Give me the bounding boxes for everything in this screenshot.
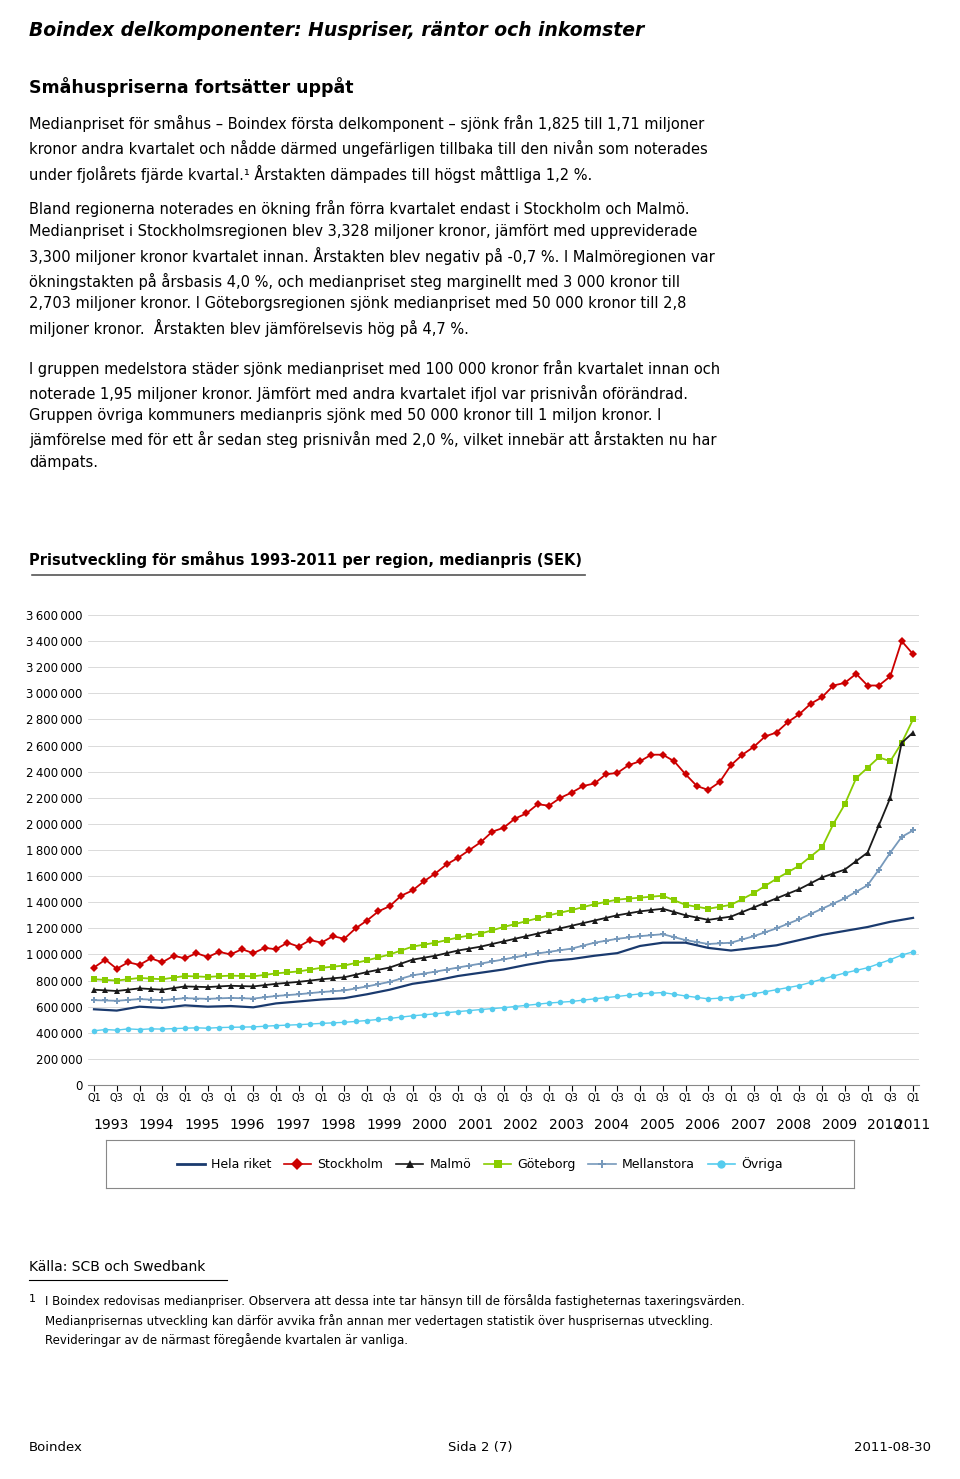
Text: I Boindex redovisas medianpriser. Observera att dessa inte tar hänsyn till de fö: I Boindex redovisas medianpriser. Observ… xyxy=(45,1294,745,1347)
Text: Källa: SCB och Swedbank: Källa: SCB och Swedbank xyxy=(29,1260,205,1273)
Text: Sida 2 (7): Sida 2 (7) xyxy=(447,1441,513,1454)
Text: 2011-08-30: 2011-08-30 xyxy=(854,1441,931,1454)
Text: I gruppen medelstora städer sjönk medianpriset med 100 000 kronor från kvartalet: I gruppen medelstora städer sjönk median… xyxy=(29,359,720,470)
Text: Boindex delkomponenter: Huspriser, räntor och inkomster: Boindex delkomponenter: Huspriser, ränto… xyxy=(29,21,644,40)
Text: Medianpriset för småhus – Boindex första delkomponent – sjönk från 1,825 till 1,: Medianpriset för småhus – Boindex första… xyxy=(29,115,708,183)
Legend: Hela riket, Stockholm, Malmö, Göteborg, Mellanstora, Övriga: Hela riket, Stockholm, Malmö, Göteborg, … xyxy=(172,1152,788,1176)
Text: 1: 1 xyxy=(29,1294,36,1304)
Text: Prisutveckling för småhus 1993-2011 per region, medianpris (SEK): Prisutveckling för småhus 1993-2011 per … xyxy=(29,552,582,568)
Text: Boindex: Boindex xyxy=(29,1441,83,1454)
Text: Småhuspriserna fortsätter uppåt: Småhuspriserna fortsätter uppåt xyxy=(29,77,353,98)
Text: Bland regionerna noterades en ökning från förra kvartalet endast i Stockholm och: Bland regionerna noterades en ökning frå… xyxy=(29,200,714,337)
